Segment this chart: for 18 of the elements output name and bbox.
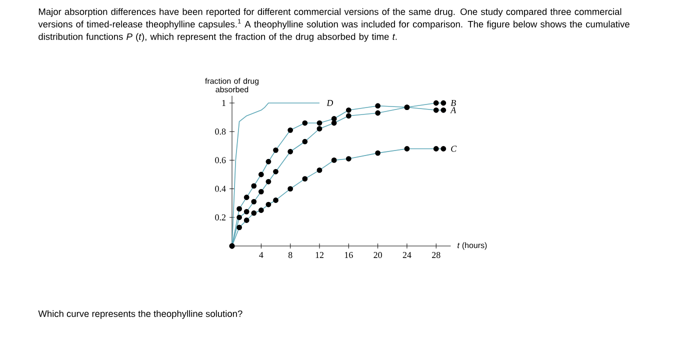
x-tick-label: 4 (259, 252, 264, 258)
series-label: A (450, 107, 456, 114)
x-tick-label: 12 (316, 252, 324, 258)
x-tick-label: 16 (344, 252, 353, 258)
series-label: D (326, 100, 334, 106)
x-tick-label: 8 (288, 252, 292, 258)
text: Which curve represents the theophylline solution? (38, 310, 242, 319)
chart-title: Major absorption differences have been reported for different commercial versions of the same drug. One study compared three commercial versions of timed-release theophylline capsules.$^{1}$ A theophylline solution was included for comparison. The figure below shows the cumulative distribution functions P (t), which represent the fraction of the drug absorbed by time t. (38, 8, 630, 42)
y-tick-label: 0.4 (215, 186, 226, 192)
series-label: C (451, 146, 457, 152)
y-tick-label: 0.2 (215, 214, 226, 220)
y-tick-label: 0.6 (215, 157, 226, 164)
y-tick-label: 1 (222, 100, 226, 106)
x-tick-label: 28 (432, 252, 440, 258)
x-tick-label: 24 (402, 252, 412, 258)
x-tick-label: 20 (374, 252, 382, 258)
y-tick-label: 0.8 (215, 128, 226, 135)
series-label: B (450, 100, 456, 106)
